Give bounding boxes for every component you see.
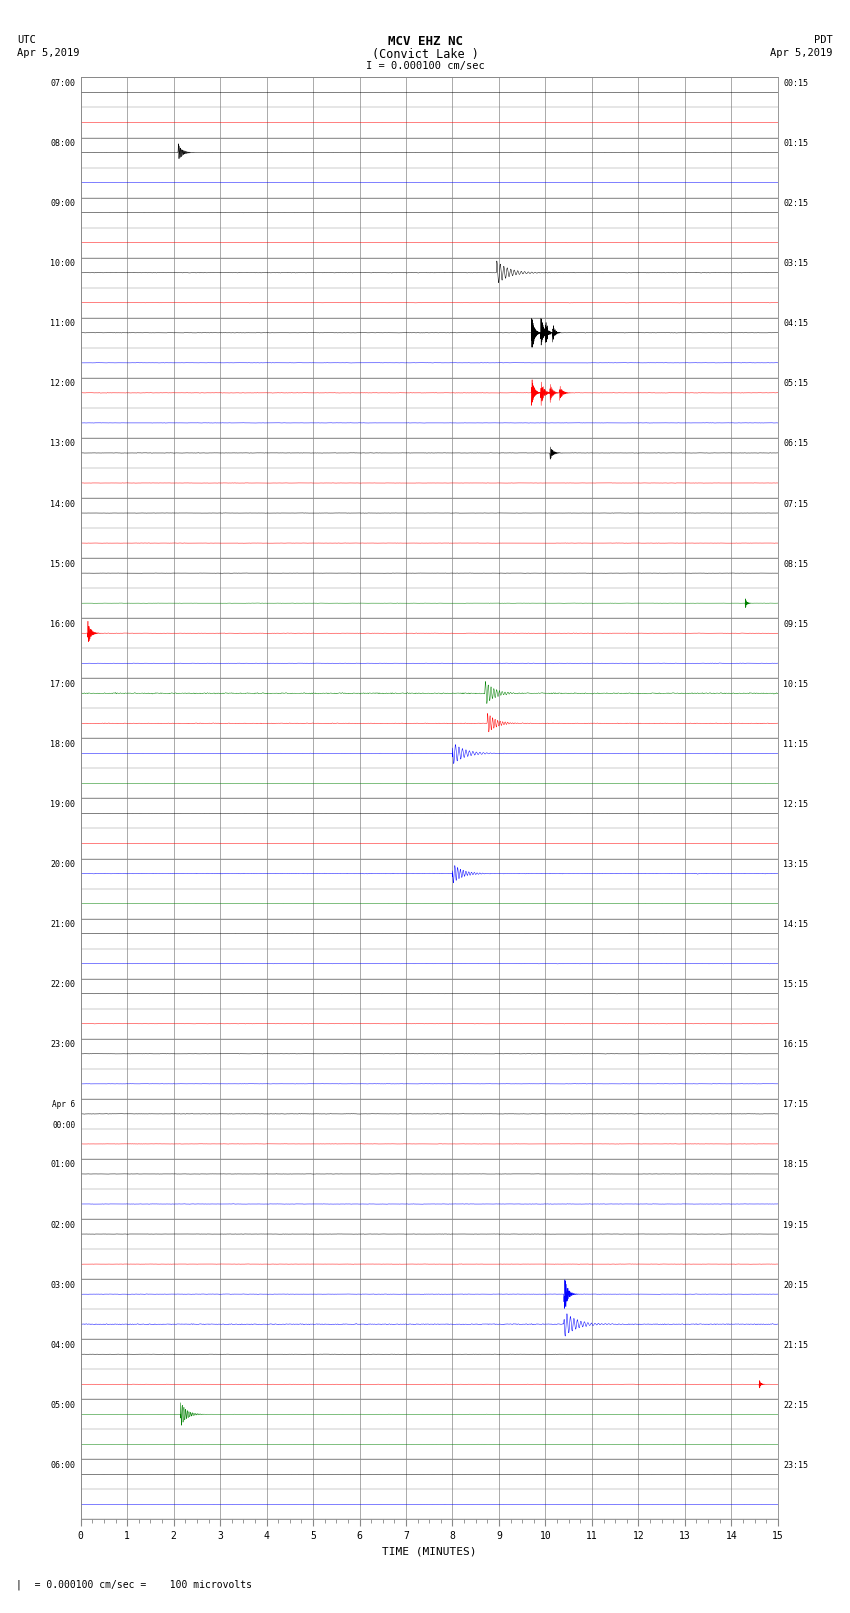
- Text: 12:00: 12:00: [50, 379, 75, 389]
- Text: 18:15: 18:15: [784, 1160, 808, 1169]
- Text: 00:15: 00:15: [784, 79, 808, 89]
- Text: 09:00: 09:00: [50, 198, 75, 208]
- Text: 14:15: 14:15: [784, 919, 808, 929]
- Text: Apr 6: Apr 6: [52, 1100, 75, 1110]
- Text: 22:15: 22:15: [784, 1400, 808, 1410]
- Text: 08:15: 08:15: [784, 560, 808, 569]
- Text: Apr 5,2019: Apr 5,2019: [770, 48, 833, 58]
- Text: 03:00: 03:00: [50, 1281, 75, 1290]
- Text: 13:00: 13:00: [50, 439, 75, 448]
- Text: 17:00: 17:00: [50, 679, 75, 689]
- Text: 16:15: 16:15: [784, 1040, 808, 1050]
- Text: 20:15: 20:15: [784, 1281, 808, 1290]
- Text: |: |: [15, 1579, 21, 1590]
- Text: 11:15: 11:15: [784, 740, 808, 748]
- Text: 00:00: 00:00: [52, 1121, 75, 1131]
- Text: UTC: UTC: [17, 35, 36, 45]
- Text: 10:15: 10:15: [784, 679, 808, 689]
- Text: MCV EHZ NC: MCV EHZ NC: [388, 35, 462, 48]
- X-axis label: TIME (MINUTES): TIME (MINUTES): [382, 1547, 477, 1557]
- Text: 05:00: 05:00: [50, 1400, 75, 1410]
- Text: 02:00: 02:00: [50, 1221, 75, 1229]
- Text: (Convict Lake ): (Convict Lake ): [371, 48, 479, 61]
- Text: 12:15: 12:15: [784, 800, 808, 810]
- Text: 15:00: 15:00: [50, 560, 75, 569]
- Text: = 0.000100 cm/sec =    100 microvolts: = 0.000100 cm/sec = 100 microvolts: [17, 1581, 252, 1590]
- Text: 05:15: 05:15: [784, 379, 808, 389]
- Text: 23:00: 23:00: [50, 1040, 75, 1050]
- Text: 19:15: 19:15: [784, 1221, 808, 1229]
- Text: 23:15: 23:15: [784, 1461, 808, 1469]
- Text: 01:00: 01:00: [50, 1160, 75, 1169]
- Text: 07:15: 07:15: [784, 500, 808, 508]
- Text: 02:15: 02:15: [784, 198, 808, 208]
- Text: 13:15: 13:15: [784, 860, 808, 869]
- Text: 18:00: 18:00: [50, 740, 75, 748]
- Text: 09:15: 09:15: [784, 619, 808, 629]
- Text: 07:00: 07:00: [50, 79, 75, 89]
- Text: 10:00: 10:00: [50, 260, 75, 268]
- Text: 11:00: 11:00: [50, 319, 75, 329]
- Text: 17:15: 17:15: [784, 1100, 808, 1110]
- Text: 08:00: 08:00: [50, 139, 75, 148]
- Text: 20:00: 20:00: [50, 860, 75, 869]
- Text: 21:00: 21:00: [50, 919, 75, 929]
- Text: 01:15: 01:15: [784, 139, 808, 148]
- Text: I = 0.000100 cm/sec: I = 0.000100 cm/sec: [366, 61, 484, 71]
- Text: Apr 5,2019: Apr 5,2019: [17, 48, 80, 58]
- Text: 06:15: 06:15: [784, 439, 808, 448]
- Text: 03:15: 03:15: [784, 260, 808, 268]
- Text: 14:00: 14:00: [50, 500, 75, 508]
- Text: PDT: PDT: [814, 35, 833, 45]
- Text: 04:00: 04:00: [50, 1340, 75, 1350]
- Text: 16:00: 16:00: [50, 619, 75, 629]
- Text: 19:00: 19:00: [50, 800, 75, 810]
- Text: 15:15: 15:15: [784, 981, 808, 989]
- Text: 22:00: 22:00: [50, 981, 75, 989]
- Text: 21:15: 21:15: [784, 1340, 808, 1350]
- Text: 06:00: 06:00: [50, 1461, 75, 1469]
- Text: 04:15: 04:15: [784, 319, 808, 329]
